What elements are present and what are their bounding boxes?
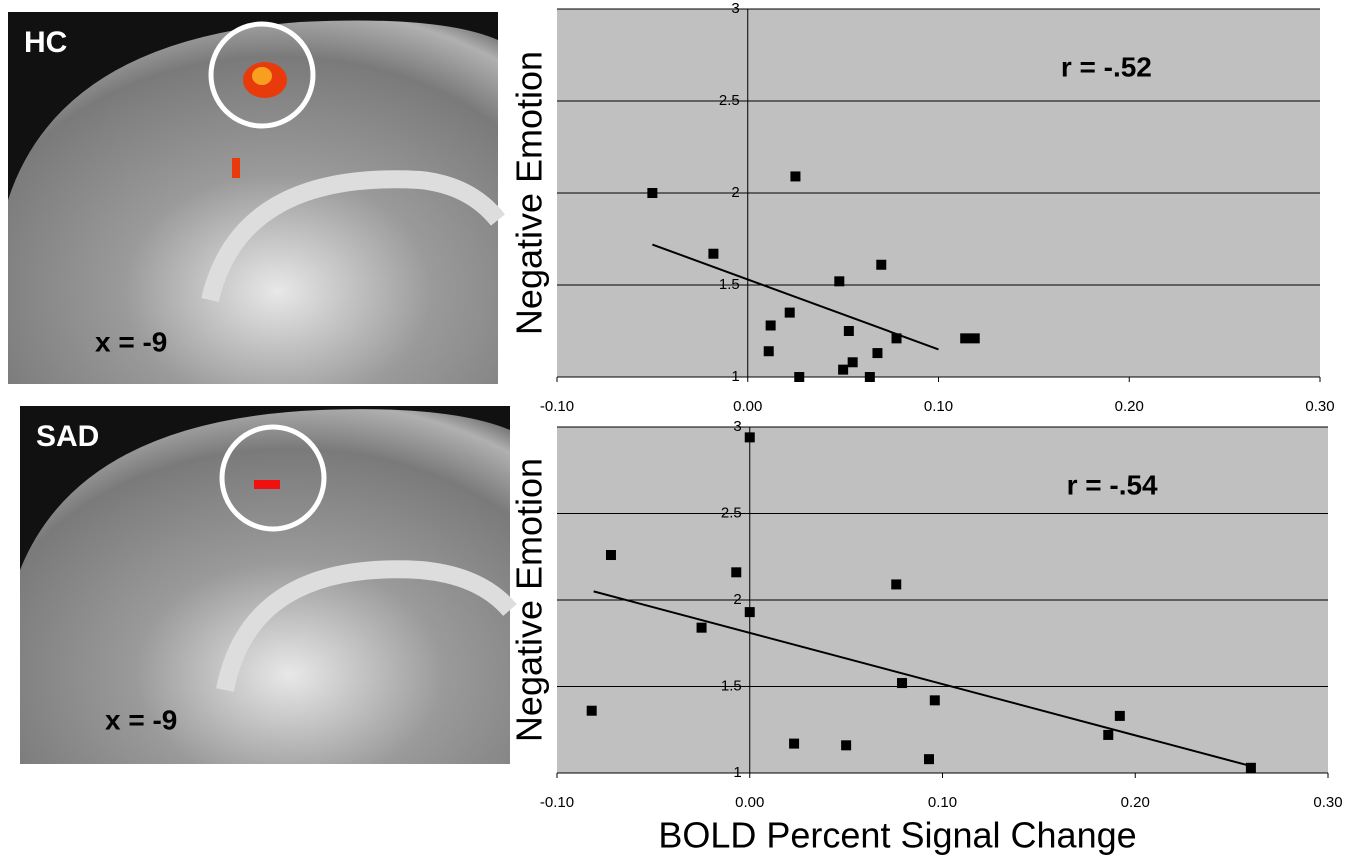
point xyxy=(784,307,795,318)
point xyxy=(744,607,755,618)
annotation: r = -.52 xyxy=(1061,51,1152,82)
x-tick-label: 0.10 xyxy=(928,794,957,811)
point xyxy=(647,188,658,198)
y-axis-label: Negative Emotion xyxy=(509,51,550,335)
x-tick-label: 0.30 xyxy=(1305,398,1334,415)
y-tick-label: 1.5 xyxy=(719,276,740,293)
point xyxy=(586,705,597,716)
point xyxy=(794,372,805,382)
point xyxy=(708,248,719,259)
point xyxy=(897,678,908,689)
point xyxy=(790,171,801,182)
x-tick-label: 0.10 xyxy=(924,398,953,415)
point xyxy=(891,579,902,590)
y-tick-label: 3 xyxy=(731,0,739,17)
point xyxy=(960,333,971,344)
x-tick-label: 0.20 xyxy=(1121,794,1150,811)
point xyxy=(929,695,940,706)
point xyxy=(969,333,980,344)
x-tick-label: 0.30 xyxy=(1313,794,1342,811)
y-tick-label: 2.5 xyxy=(721,504,742,521)
panel-coord: x = -9 xyxy=(95,326,167,357)
brain-image-hc: HC x = -9 xyxy=(8,12,506,384)
x-tick-label: 0.00 xyxy=(733,398,762,415)
y-tick-label: 3 xyxy=(733,418,741,435)
point xyxy=(605,550,616,561)
x-tick-label: 0.00 xyxy=(735,794,764,811)
panel-label: SAD xyxy=(36,420,99,453)
trend-line xyxy=(593,590,1252,768)
y-tick-label: 2 xyxy=(731,184,739,201)
point xyxy=(876,259,887,270)
point xyxy=(1245,762,1256,773)
panel-label: HC xyxy=(24,26,67,59)
point xyxy=(924,754,935,765)
point xyxy=(1103,729,1114,740)
x-tick-label: 0.20 xyxy=(1115,398,1144,415)
trend-line xyxy=(652,243,939,351)
x-tick-label: -0.10 xyxy=(540,794,574,811)
point xyxy=(841,740,852,751)
x-tick-label: -0.10 xyxy=(540,398,574,415)
annotation: r = -.54 xyxy=(1067,469,1158,500)
point xyxy=(847,357,858,368)
point xyxy=(765,320,776,331)
y-tick-label: 2 xyxy=(733,591,741,608)
point xyxy=(843,326,854,336)
point xyxy=(834,276,845,287)
point xyxy=(696,622,707,633)
point xyxy=(872,348,883,359)
point xyxy=(1114,710,1125,721)
y-axis-label: Negative Emotion xyxy=(509,458,550,742)
point xyxy=(763,346,774,357)
brain-image-sad: SAD x = -9 xyxy=(20,406,517,764)
x-axis-label: BOLD Percent Signal Change xyxy=(658,815,1136,856)
point xyxy=(891,333,902,344)
y-tick-label: 1.5 xyxy=(721,677,742,694)
point xyxy=(864,372,875,382)
panel-coord: x = -9 xyxy=(105,704,177,735)
point xyxy=(744,432,755,443)
point xyxy=(789,738,800,749)
y-tick-label: 1 xyxy=(733,764,741,781)
y-tick-label: 2.5 xyxy=(719,92,740,109)
y-tick-label: 1 xyxy=(731,368,739,385)
point xyxy=(838,364,849,375)
point xyxy=(731,567,742,578)
